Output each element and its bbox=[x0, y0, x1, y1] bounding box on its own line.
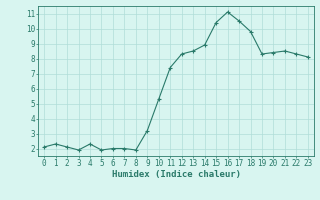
X-axis label: Humidex (Indice chaleur): Humidex (Indice chaleur) bbox=[111, 170, 241, 179]
